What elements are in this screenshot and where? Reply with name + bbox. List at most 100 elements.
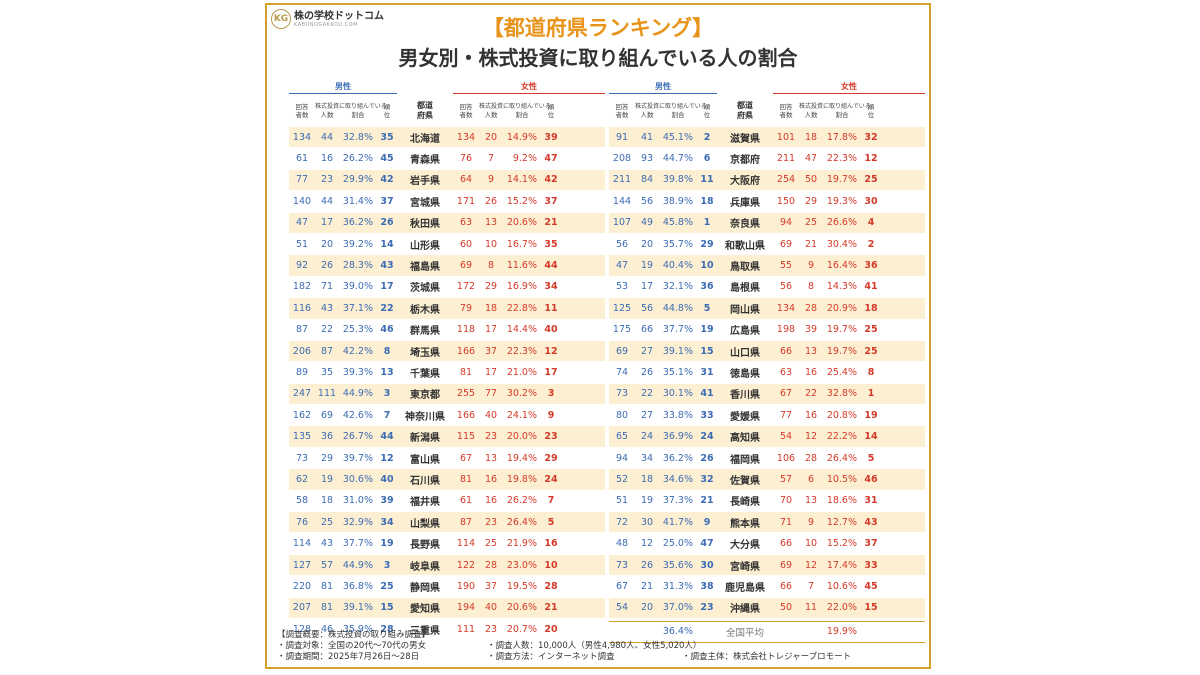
male-rank: 12 (380, 452, 394, 464)
female-rank: 23 (544, 431, 558, 443)
male-respondents: 140 (292, 195, 312, 207)
table-row: 52 18 34.6% 32 佐賀県 57 6 10.5% 46 (609, 469, 925, 491)
male-investors: 34 (640, 452, 654, 464)
female-rank: 4 (867, 217, 875, 229)
female-respondents-header-line1: 回答 (459, 103, 473, 111)
survey-method: ・調査方法：インターネット調査 (487, 652, 615, 662)
male-ratio: 25.3% (342, 324, 373, 336)
male-ratio: 35.6% (662, 559, 693, 571)
national-average-female: 19.9% (826, 626, 857, 638)
female-respondents: 76 (459, 153, 473, 165)
male-investors: 19 (640, 260, 654, 272)
female-ratio: 9.2% (512, 153, 537, 165)
prefecture-name: 福井県 (410, 497, 440, 509)
prefecture-name: 香川県 (730, 390, 760, 402)
female-respondents: 166 (456, 409, 476, 421)
female-respondents: 87 (459, 516, 473, 528)
female-rank: 37 (864, 538, 878, 550)
female-respondents: 63 (459, 217, 473, 229)
male-ratio: 39.2% (342, 238, 373, 250)
prefecture-name: 静岡県 (410, 582, 440, 594)
table-row: 58 18 31.0% 39 福井県 61 16 26.2% 7 (289, 491, 605, 513)
prefecture-name: 広島県 (730, 326, 760, 338)
male-respondents: 116 (292, 302, 312, 314)
male-respondents: 51 (615, 495, 629, 507)
male-rank: 26 (700, 452, 714, 464)
male-ratio: 38.9% (662, 195, 693, 207)
female-rank: 33 (864, 559, 878, 571)
male-investors: 21 (640, 580, 654, 592)
male-respondents-header: 回答 者数 (289, 103, 315, 119)
female-respondents: 67 (779, 388, 793, 400)
female-rank: 42 (544, 174, 558, 186)
female-investors: 18 (804, 131, 818, 143)
male-investors: 81 (320, 602, 334, 614)
female-ratio: 26.2% (506, 495, 537, 507)
male-investors: 19 (320, 473, 334, 485)
female-ratio: 12.7% (826, 516, 857, 528)
male-rank: 19 (380, 538, 394, 550)
male-respondents: 62 (295, 473, 309, 485)
female-respondents: 166 (456, 345, 476, 357)
national-average-row: 36.4% 全国平均 19.9% (609, 620, 925, 643)
female-respondents: 50 (779, 602, 793, 614)
table-row: 48 12 25.0% 47 大分県 66 10 15.2% 37 (609, 533, 925, 555)
female-investors: 10 (804, 538, 818, 550)
female-investors: 17 (484, 366, 498, 378)
male-respondents: 206 (292, 345, 312, 357)
male-ratio: 39.1% (342, 602, 373, 614)
group-header: 男性 女性 (609, 81, 925, 95)
female-investors: 40 (484, 602, 498, 614)
table-row: 53 17 32.1% 36 島根県 56 8 14.3% 41 (609, 277, 925, 299)
female-rank: 15 (864, 602, 878, 614)
table-row: 206 87 42.2% 8 埼玉県 166 37 22.3% 12 (289, 340, 605, 363)
table-row: 140 44 31.4% 37 宮城県 171 26 15.2% 37 (289, 191, 605, 213)
prefecture-name: 兵庫県 (730, 197, 760, 209)
male-group-label: 男性 (609, 81, 717, 94)
male-investors: 22 (640, 388, 654, 400)
male-respondents: 92 (295, 260, 309, 272)
table-row: 182 71 39.0% 17 茨城県 172 29 16.9% 34 (289, 277, 605, 299)
prefecture-name: 熊本県 (730, 518, 760, 530)
female-ratio: 20.8% (826, 409, 857, 421)
female-respondents: 66 (779, 345, 793, 357)
female-investors: 20 (484, 131, 498, 143)
male-rank-header: 順位 (377, 103, 397, 119)
male-rank: 43 (380, 260, 394, 272)
male-investors: 20 (640, 238, 654, 250)
male-rank-header-line1: 順 (383, 103, 391, 111)
female-investors: 23 (484, 623, 498, 635)
male-investors: 29 (320, 452, 334, 464)
female-rank: 14 (864, 431, 878, 443)
female-ratio: 22.3% (826, 153, 857, 165)
male-ratio: 32.1% (662, 281, 693, 293)
female-respondents-header-line2: 者数 (779, 111, 793, 119)
prefecture-name: 愛媛県 (730, 411, 760, 423)
prefecture-name: 千葉県 (410, 368, 440, 380)
female-rank: 11 (544, 302, 558, 314)
male-investors-header-ratio: 割合 (351, 111, 365, 119)
table-row: 114 43 37.7% 19 長野県 114 25 21.9% 16 (289, 533, 605, 555)
female-respondents: 190 (456, 580, 476, 592)
male-rank: 17 (380, 281, 394, 293)
table-row: 76 25 32.9% 34 山梨県 87 23 26.4% 5 (289, 512, 605, 534)
male-respondents-header-line2: 者数 (615, 111, 629, 119)
table-row: 61 16 26.2% 45 青森県 76 7 9.2% 47 (289, 148, 605, 170)
male-ratio: 30.1% (662, 388, 693, 400)
female-investors: 17 (484, 324, 498, 336)
male-rank: 23 (700, 602, 714, 614)
male-ratio: 28.3% (342, 260, 373, 272)
female-rank: 36 (864, 260, 878, 272)
male-respondents: 53 (615, 281, 629, 293)
male-respondents: 77 (295, 174, 309, 186)
female-rank: 19 (864, 409, 878, 421)
male-ratio: 39.7% (342, 452, 373, 464)
male-respondents: 220 (292, 580, 312, 592)
female-investors: 37 (484, 345, 498, 357)
female-ratio: 20.7% (506, 623, 537, 635)
female-respondents-header: 回答 者数 (773, 103, 799, 119)
female-respondents: 134 (776, 302, 796, 314)
female-rank: 8 (867, 366, 875, 378)
female-respondents: 118 (456, 324, 476, 336)
male-investors: 66 (640, 324, 654, 336)
